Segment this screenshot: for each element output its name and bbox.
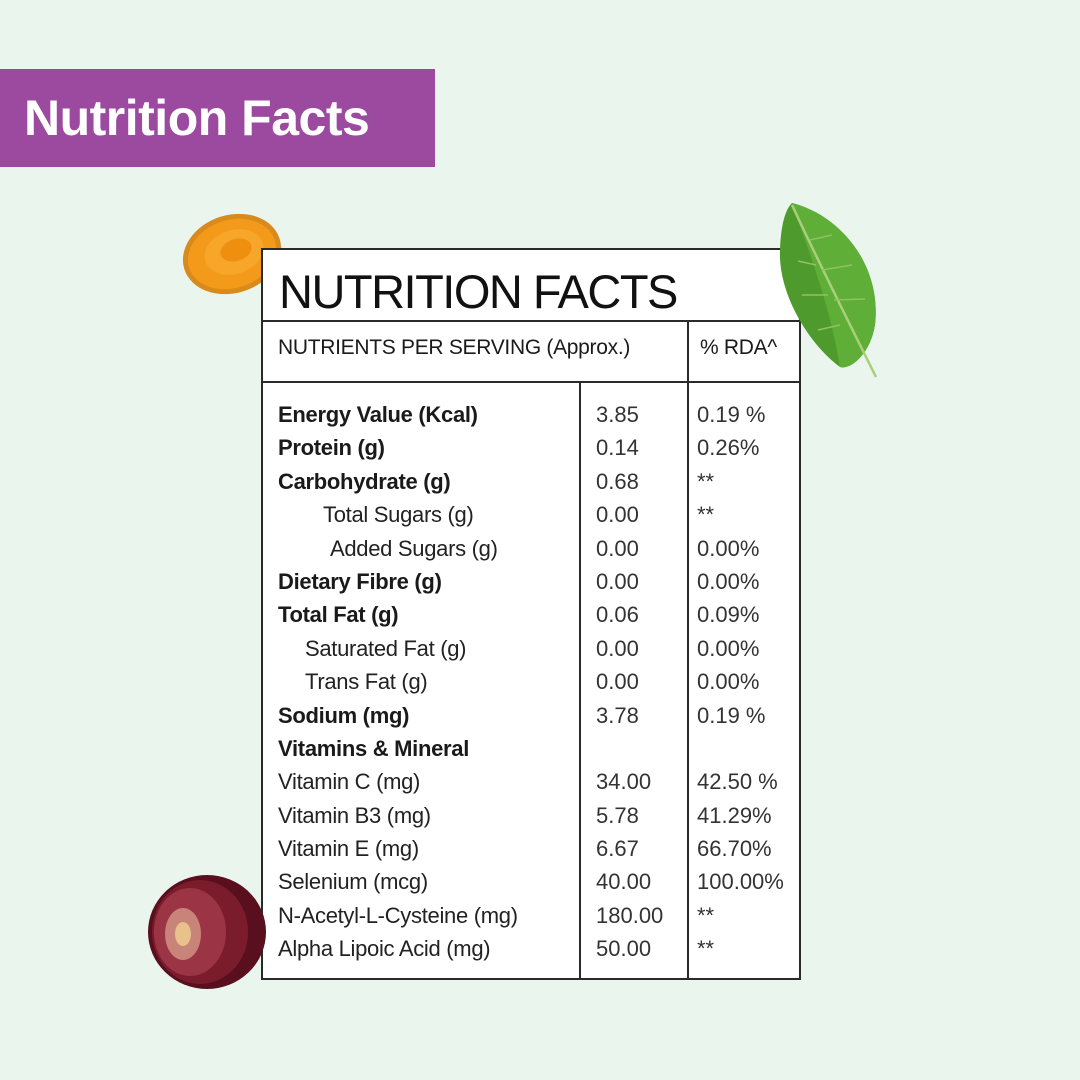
- nutrient-value: 0.06: [596, 602, 639, 628]
- nutrient-name: Dietary Fibre (g): [278, 568, 442, 594]
- table-row: Carbohydrate (g) 0.68 **: [263, 467, 799, 500]
- nutrient-rda: 0.00%: [697, 669, 760, 695]
- table-row: Dietary Fibre (g) 0.00 0.00%: [263, 567, 799, 600]
- nutrient-value: 0.00: [596, 669, 639, 695]
- nutrient-name: Saturated Fat (g): [305, 635, 467, 661]
- nutrient-name: Carbohydrate (g): [278, 468, 451, 494]
- nutrient-rda: **: [697, 502, 715, 528]
- table-row: Sodium (mg) 3.78 0.19 %: [263, 701, 799, 734]
- nutrient-value: 0.00: [596, 568, 639, 594]
- table-row: Selenium (mcg) 40.00 100.00%: [263, 867, 799, 900]
- nutrient-rda: **: [697, 936, 715, 962]
- nutrient-rda: **: [697, 902, 715, 928]
- divider: [263, 320, 799, 322]
- panel-title: NUTRITION FACTS: [279, 265, 678, 318]
- header-rda: % RDA^: [700, 336, 777, 359]
- turmeric-slice-icon: [182, 213, 282, 295]
- table-row: Energy Value (Kcal) 3.85 0.19 %: [263, 400, 799, 433]
- nutrient-name: Alpha Lipoic Acid (mg): [278, 936, 491, 962]
- nutrition-facts-panel: NUTRITION FACTS NUTRIENTS PER SERVING (A…: [261, 248, 801, 980]
- nutrient-value: 0.68: [596, 468, 639, 494]
- nutrient-name: Vitamin C (mg): [278, 769, 421, 795]
- nutrient-name: Vitamin B3 (mg): [278, 802, 431, 828]
- nutrient-rda: **: [697, 468, 715, 494]
- nutrient-name: Total Fat (g): [278, 602, 399, 628]
- nutrient-rda: 0.09%: [697, 602, 760, 628]
- nutrient-name: Energy Value (Kcal): [278, 402, 478, 427]
- nutrient-name: Added Sugars (g): [330, 535, 498, 561]
- table-row: Vitamin B3 (mg) 5.78 41.29%: [263, 801, 799, 834]
- table-row: Alpha Lipoic Acid (mg) 50.00 **: [263, 934, 799, 967]
- table-row: Saturated Fat (g) 0.00 0.00%: [263, 634, 799, 667]
- nutrient-rda: 0.00%: [697, 568, 760, 594]
- nutrient-name: Selenium (mcg): [278, 869, 428, 895]
- nutrient-rda: 0.00%: [697, 535, 760, 561]
- nutrient-value: 3.85: [596, 402, 639, 427]
- divider: [263, 381, 799, 383]
- nutrient-name: Protein (g): [278, 435, 385, 461]
- table-row: Vitamin E (mg) 6.67 66.70%: [263, 834, 799, 867]
- table-row: Vitamins & Mineral: [263, 734, 799, 767]
- table-row: Protein (g) 0.14 0.26%: [263, 433, 799, 466]
- header-nutrients: NUTRIENTS PER SERVING (Approx.): [278, 336, 631, 359]
- table-row: Total Fat (g) 0.06 0.09%: [263, 600, 799, 633]
- table-row: Trans Fat (g) 0.00 0.00%: [263, 667, 799, 700]
- nutrient-rda: 0.19 %: [697, 702, 766, 728]
- basil-leaf-icon: [779, 203, 878, 378]
- nutrient-value: 180.00: [596, 902, 664, 928]
- nutrient-value: 0.00: [596, 535, 639, 561]
- nutrient-value: 5.78: [596, 802, 639, 828]
- table-row: Total Sugars (g) 0.00 **: [263, 500, 799, 533]
- nutrient-rda: 0.00%: [697, 635, 760, 661]
- nutrient-rda: 0.19 %: [697, 402, 766, 427]
- nutrient-rows: Energy Value (Kcal) 3.85 0.19 % Protein (g)…: [263, 400, 799, 968]
- column-divider: [579, 381, 581, 978]
- nutrient-value: 34.00: [596, 769, 652, 795]
- nutrient-value: 3.78: [596, 702, 639, 728]
- column-divider: [687, 320, 689, 978]
- grape-half-icon: [148, 875, 266, 989]
- nutrient-name: Sodium (mg): [278, 702, 410, 728]
- nutrient-name: Vitamin E (mg): [278, 836, 419, 862]
- nutrient-value: 50.00: [596, 936, 652, 962]
- table-row: Added Sugars (g) 0.00 0.00%: [263, 534, 799, 567]
- title-banner: Nutrition Facts: [0, 69, 435, 167]
- nutrient-name: Vitamins & Mineral: [278, 735, 470, 761]
- nutrient-value: 0.14: [596, 435, 639, 461]
- nutrient-rda: 66.70%: [697, 836, 772, 862]
- table-row: N-Acetyl-L-Cysteine (mg) 180.00 **: [263, 901, 799, 934]
- nutrient-name: Trans Fat (g): [305, 669, 428, 695]
- nutrient-rda: 42.50 %: [697, 769, 778, 795]
- nutrient-value: 40.00: [596, 869, 652, 895]
- banner-title: Nutrition Facts: [24, 90, 370, 146]
- nutrient-rda: 100.00%: [697, 869, 784, 895]
- nutrient-rda: 0.26%: [697, 435, 760, 461]
- table-row: Vitamin C (mg) 34.00 42.50 %: [263, 767, 799, 800]
- nutrient-value: 0.00: [596, 502, 639, 528]
- nutrient-value: 0.00: [596, 635, 639, 661]
- nutrient-name: Total Sugars (g): [323, 502, 474, 528]
- nutrient-value: 6.67: [596, 836, 639, 862]
- nutrient-name: N-Acetyl-L-Cysteine (mg): [278, 902, 518, 928]
- nutrient-rda: 41.29%: [697, 802, 772, 828]
